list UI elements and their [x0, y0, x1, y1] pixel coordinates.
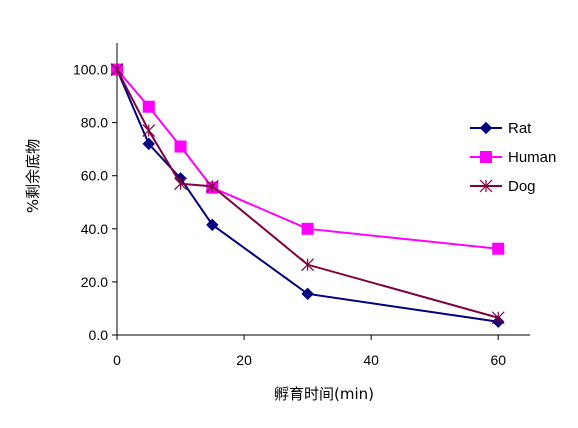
data-point-human: [492, 242, 505, 255]
legend-label-dog: Dog: [508, 178, 536, 195]
y-tick-label: 60.0: [81, 168, 108, 184]
legend-label-human: Human: [508, 149, 556, 166]
y-tick-label: 100.0: [73, 62, 108, 78]
x-tick-label: 60: [490, 352, 506, 368]
x-axis-title: 孵育时间(min): [274, 385, 374, 403]
series-rat: [110, 63, 505, 328]
data-point-human: [301, 222, 314, 235]
data-point-human: [142, 100, 155, 113]
y-tick-label: 20.0: [81, 274, 108, 290]
x-tick-label: 20: [236, 352, 252, 368]
legend-marker-rat: [479, 121, 493, 135]
data-point-rat: [301, 287, 314, 301]
axes: [116, 43, 530, 336]
series-line-human: [116, 68, 499, 250]
data-point-human: [174, 140, 187, 153]
legend-label-rat: Rat: [508, 120, 532, 137]
data-point-dog: [205, 179, 219, 193]
data-point-dog: [301, 258, 315, 272]
data-point-dog: [142, 124, 156, 138]
series-line-rat: [116, 69, 499, 323]
legend: Rat Human Dog: [470, 120, 556, 195]
x-tick-label: 0: [113, 352, 121, 368]
series-dog: [110, 63, 505, 325]
y-axis-title: %剩余底物: [24, 139, 42, 213]
series-layer: [110, 63, 505, 328]
legend-item-dog: Dog: [470, 178, 536, 195]
legend-marker-human: [480, 151, 492, 163]
legend-item-human: Human: [470, 149, 556, 166]
legend-item-rat: Rat: [470, 120, 532, 137]
legend-marker-dog: [479, 179, 493, 193]
x-tick-label: 40: [363, 352, 379, 368]
data-point-dog: [491, 311, 505, 325]
y-tick-label: 0.0: [89, 327, 109, 343]
ticks: 0.0 20.0 40.0 60.0 80.0 100.0 0 20 40 60: [73, 62, 506, 368]
data-point-dog: [110, 63, 124, 76]
y-tick-label: 40.0: [81, 221, 108, 237]
data-point-rat: [206, 218, 219, 232]
data-point-rat: [142, 137, 155, 151]
data-point-dog: [174, 177, 187, 191]
y-tick-label: 80.0: [81, 115, 108, 131]
series-human: [111, 63, 505, 255]
series-line-dog: [116, 69, 499, 319]
